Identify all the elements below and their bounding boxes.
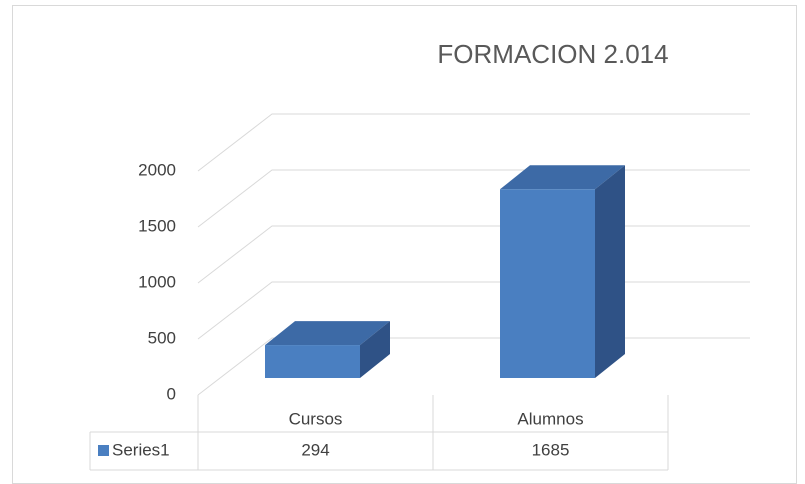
bar-side: [595, 165, 625, 378]
y-tick-label: 0: [167, 384, 176, 403]
table-value: 1685: [532, 440, 570, 459]
bar: [500, 189, 595, 378]
bar-top: [265, 321, 390, 346]
y-tick-label: 2000: [138, 160, 176, 179]
y-tick-label: 1000: [138, 272, 176, 291]
legend-label: Series1: [112, 440, 170, 459]
grid-line: [197, 113, 750, 172]
x-tick-label: Alumnos: [517, 409, 583, 428]
y-tick-label: 500: [148, 328, 176, 347]
y-tick-label: 1500: [138, 216, 176, 235]
table-value: 294: [301, 440, 329, 459]
legend-swatch: [98, 445, 109, 456]
x-tick-label: Cursos: [289, 409, 343, 428]
chart-title: FORMACION 2.014: [437, 39, 668, 69]
chart-border: [12, 5, 797, 484]
bar-top: [500, 165, 625, 190]
bar: [265, 345, 360, 378]
bar-side: [360, 321, 390, 378]
